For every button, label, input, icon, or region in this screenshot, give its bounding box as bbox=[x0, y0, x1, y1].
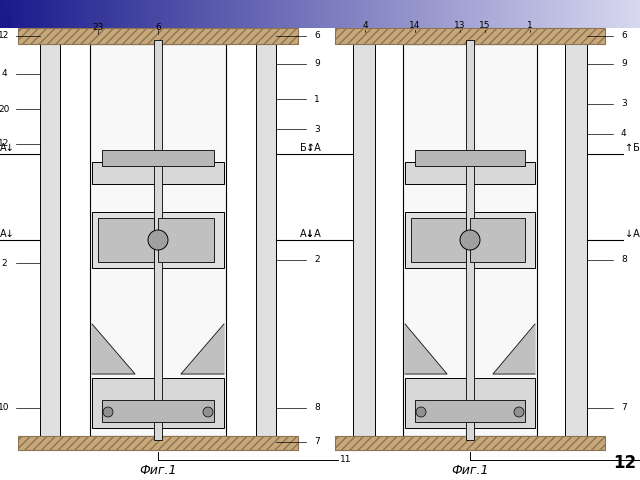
Text: 4: 4 bbox=[362, 21, 368, 29]
Bar bbox=[98, 218, 154, 262]
Bar bbox=[0, 14, 12, 28]
Text: 12: 12 bbox=[0, 32, 10, 40]
Text: А↓: А↓ bbox=[0, 143, 15, 153]
Polygon shape bbox=[493, 324, 535, 374]
Text: 20: 20 bbox=[0, 105, 10, 113]
Bar bbox=[335, 28, 605, 44]
Bar bbox=[40, 44, 60, 436]
Text: 12: 12 bbox=[613, 454, 637, 472]
Text: 6: 6 bbox=[621, 32, 627, 40]
Bar bbox=[470, 218, 525, 262]
Text: 9: 9 bbox=[314, 60, 320, 69]
Bar bbox=[405, 212, 535, 268]
Bar bbox=[256, 44, 276, 436]
Circle shape bbox=[460, 230, 480, 250]
Text: 23: 23 bbox=[92, 23, 104, 32]
Bar bbox=[466, 40, 474, 440]
Circle shape bbox=[148, 230, 168, 250]
Circle shape bbox=[203, 407, 213, 417]
Text: 8: 8 bbox=[314, 404, 320, 412]
Polygon shape bbox=[405, 324, 447, 374]
Bar bbox=[102, 150, 214, 166]
Bar bbox=[102, 400, 214, 422]
Text: Б↑: Б↑ bbox=[300, 143, 315, 153]
Bar bbox=[90, 44, 226, 436]
Text: А↓: А↓ bbox=[0, 229, 15, 239]
Text: 3: 3 bbox=[621, 99, 627, 108]
Text: Фиг.1: Фиг.1 bbox=[451, 464, 489, 477]
Text: 15: 15 bbox=[479, 21, 491, 29]
Text: ↓А: ↓А bbox=[306, 143, 321, 153]
Text: 7: 7 bbox=[621, 404, 627, 412]
Circle shape bbox=[514, 407, 524, 417]
Bar bbox=[403, 44, 537, 436]
Text: ↑Б: ↑Б bbox=[625, 143, 640, 153]
Text: 2: 2 bbox=[314, 255, 319, 264]
Circle shape bbox=[103, 407, 113, 417]
Bar bbox=[415, 400, 525, 422]
Text: А↓: А↓ bbox=[300, 229, 315, 239]
Text: 8: 8 bbox=[621, 255, 627, 264]
Polygon shape bbox=[92, 324, 135, 374]
Text: 1: 1 bbox=[527, 21, 533, 29]
Bar bbox=[405, 162, 535, 184]
Polygon shape bbox=[181, 324, 224, 374]
Text: ↓А: ↓А bbox=[306, 229, 321, 239]
Bar bbox=[158, 218, 214, 262]
Text: 3: 3 bbox=[314, 124, 320, 133]
Bar bbox=[18, 436, 298, 450]
Text: 6: 6 bbox=[314, 32, 320, 40]
Bar bbox=[565, 44, 587, 436]
Text: ↓А: ↓А bbox=[625, 229, 640, 239]
Text: 9: 9 bbox=[621, 60, 627, 69]
Bar bbox=[335, 436, 605, 450]
Circle shape bbox=[416, 407, 426, 417]
Text: 11: 11 bbox=[340, 456, 351, 465]
Bar bbox=[18, 28, 298, 44]
Text: 14: 14 bbox=[410, 21, 420, 29]
Bar bbox=[92, 378, 224, 428]
Text: 12: 12 bbox=[0, 140, 10, 148]
Text: 7: 7 bbox=[314, 437, 320, 446]
Bar bbox=[415, 150, 525, 166]
Text: 4: 4 bbox=[621, 130, 627, 139]
Text: 6: 6 bbox=[155, 23, 161, 32]
Text: 13: 13 bbox=[454, 21, 466, 29]
Bar bbox=[92, 162, 224, 184]
Bar bbox=[405, 378, 535, 428]
Bar bbox=[92, 212, 224, 268]
Bar bbox=[154, 40, 162, 440]
Text: 4: 4 bbox=[1, 70, 7, 79]
Text: 2: 2 bbox=[1, 259, 7, 267]
Text: 10: 10 bbox=[0, 404, 10, 412]
Bar bbox=[353, 44, 375, 436]
Text: 1: 1 bbox=[314, 95, 320, 104]
Bar bbox=[411, 218, 466, 262]
Text: Фиг.1: Фиг.1 bbox=[140, 464, 177, 477]
